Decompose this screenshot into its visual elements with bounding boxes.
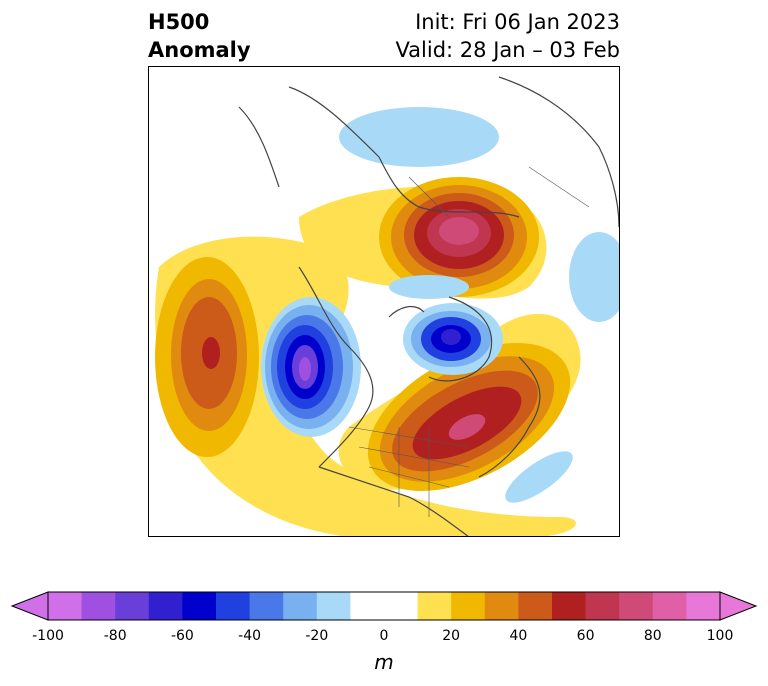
colorbar-tick-label: 40 bbox=[509, 628, 528, 644]
anomaly-arctic-low bbox=[389, 275, 469, 299]
colorbar-unit-label: m bbox=[374, 650, 394, 674]
colorbar-tick-label: -100 bbox=[32, 628, 64, 644]
colorbar-bin bbox=[619, 592, 654, 620]
anomaly-siberia-high bbox=[299, 177, 547, 299]
colorbar-bin bbox=[417, 592, 452, 620]
colorbar-tick-label: -20 bbox=[305, 628, 329, 644]
colorbar-bin bbox=[686, 592, 721, 620]
anomaly-hudson-bay-low bbox=[403, 303, 503, 375]
anomaly-map bbox=[148, 66, 620, 537]
title-init-date: Init: Fri 06 Jan 2023 bbox=[415, 10, 620, 34]
colorbar-tick-label: -80 bbox=[103, 628, 127, 644]
anomaly-far-east-low bbox=[569, 232, 619, 322]
title-variable: H500 bbox=[148, 10, 210, 34]
anomaly-west-canada-low bbox=[261, 297, 361, 437]
colorbar-tick-label: 20 bbox=[442, 628, 461, 644]
title-left: H500 Anomaly bbox=[148, 8, 251, 64]
colorbar-under-arrow bbox=[10, 591, 49, 621]
political-boundaries bbox=[348, 166, 590, 517]
colorbar-bin bbox=[81, 592, 116, 620]
colorbar bbox=[10, 591, 758, 621]
colorbar-bin bbox=[316, 592, 351, 620]
colorbar-bin bbox=[652, 592, 687, 620]
anomaly-atlantic-low bbox=[505, 451, 573, 503]
title-valid-range: Valid: 28 Jan – 03 Feb bbox=[395, 38, 620, 62]
colorbar-over-arrow bbox=[719, 591, 758, 621]
colorbar-bin bbox=[552, 592, 587, 620]
title-field-type: Anomaly bbox=[148, 38, 251, 62]
title-right: Init: Fri 06 Jan 2023 Valid: 28 Jan – 03… bbox=[395, 8, 620, 64]
colorbar-tick-label: 100 bbox=[706, 628, 734, 644]
colorbar-tick-label: -40 bbox=[238, 628, 262, 644]
colorbar-bin bbox=[451, 592, 486, 620]
colorbar-bin bbox=[484, 592, 519, 620]
colorbar-bin bbox=[115, 592, 150, 620]
colorbar-frame bbox=[47, 591, 721, 621]
coastlines bbox=[238, 76, 619, 536]
colorbar-tick-label: 80 bbox=[643, 628, 662, 644]
colorbar-bin bbox=[585, 592, 620, 620]
colorbar-bin bbox=[518, 592, 553, 620]
map-svg bbox=[155, 76, 619, 536]
colorbar-bin bbox=[216, 592, 251, 620]
anomaly-europe-low bbox=[339, 107, 499, 167]
colorbar-bin bbox=[249, 592, 284, 620]
colorbar-bin bbox=[148, 592, 183, 620]
anomaly-north-pacific-high bbox=[155, 236, 576, 536]
colorbar-tick-label: -60 bbox=[170, 628, 194, 644]
colorbar-bin bbox=[182, 592, 217, 620]
colorbar-bin bbox=[283, 592, 318, 620]
colorbar-bin bbox=[350, 592, 419, 620]
colorbar-tick-label: 60 bbox=[576, 628, 595, 644]
colorbar-tick-label: 0 bbox=[379, 628, 389, 644]
colorbar-bin bbox=[48, 592, 83, 620]
